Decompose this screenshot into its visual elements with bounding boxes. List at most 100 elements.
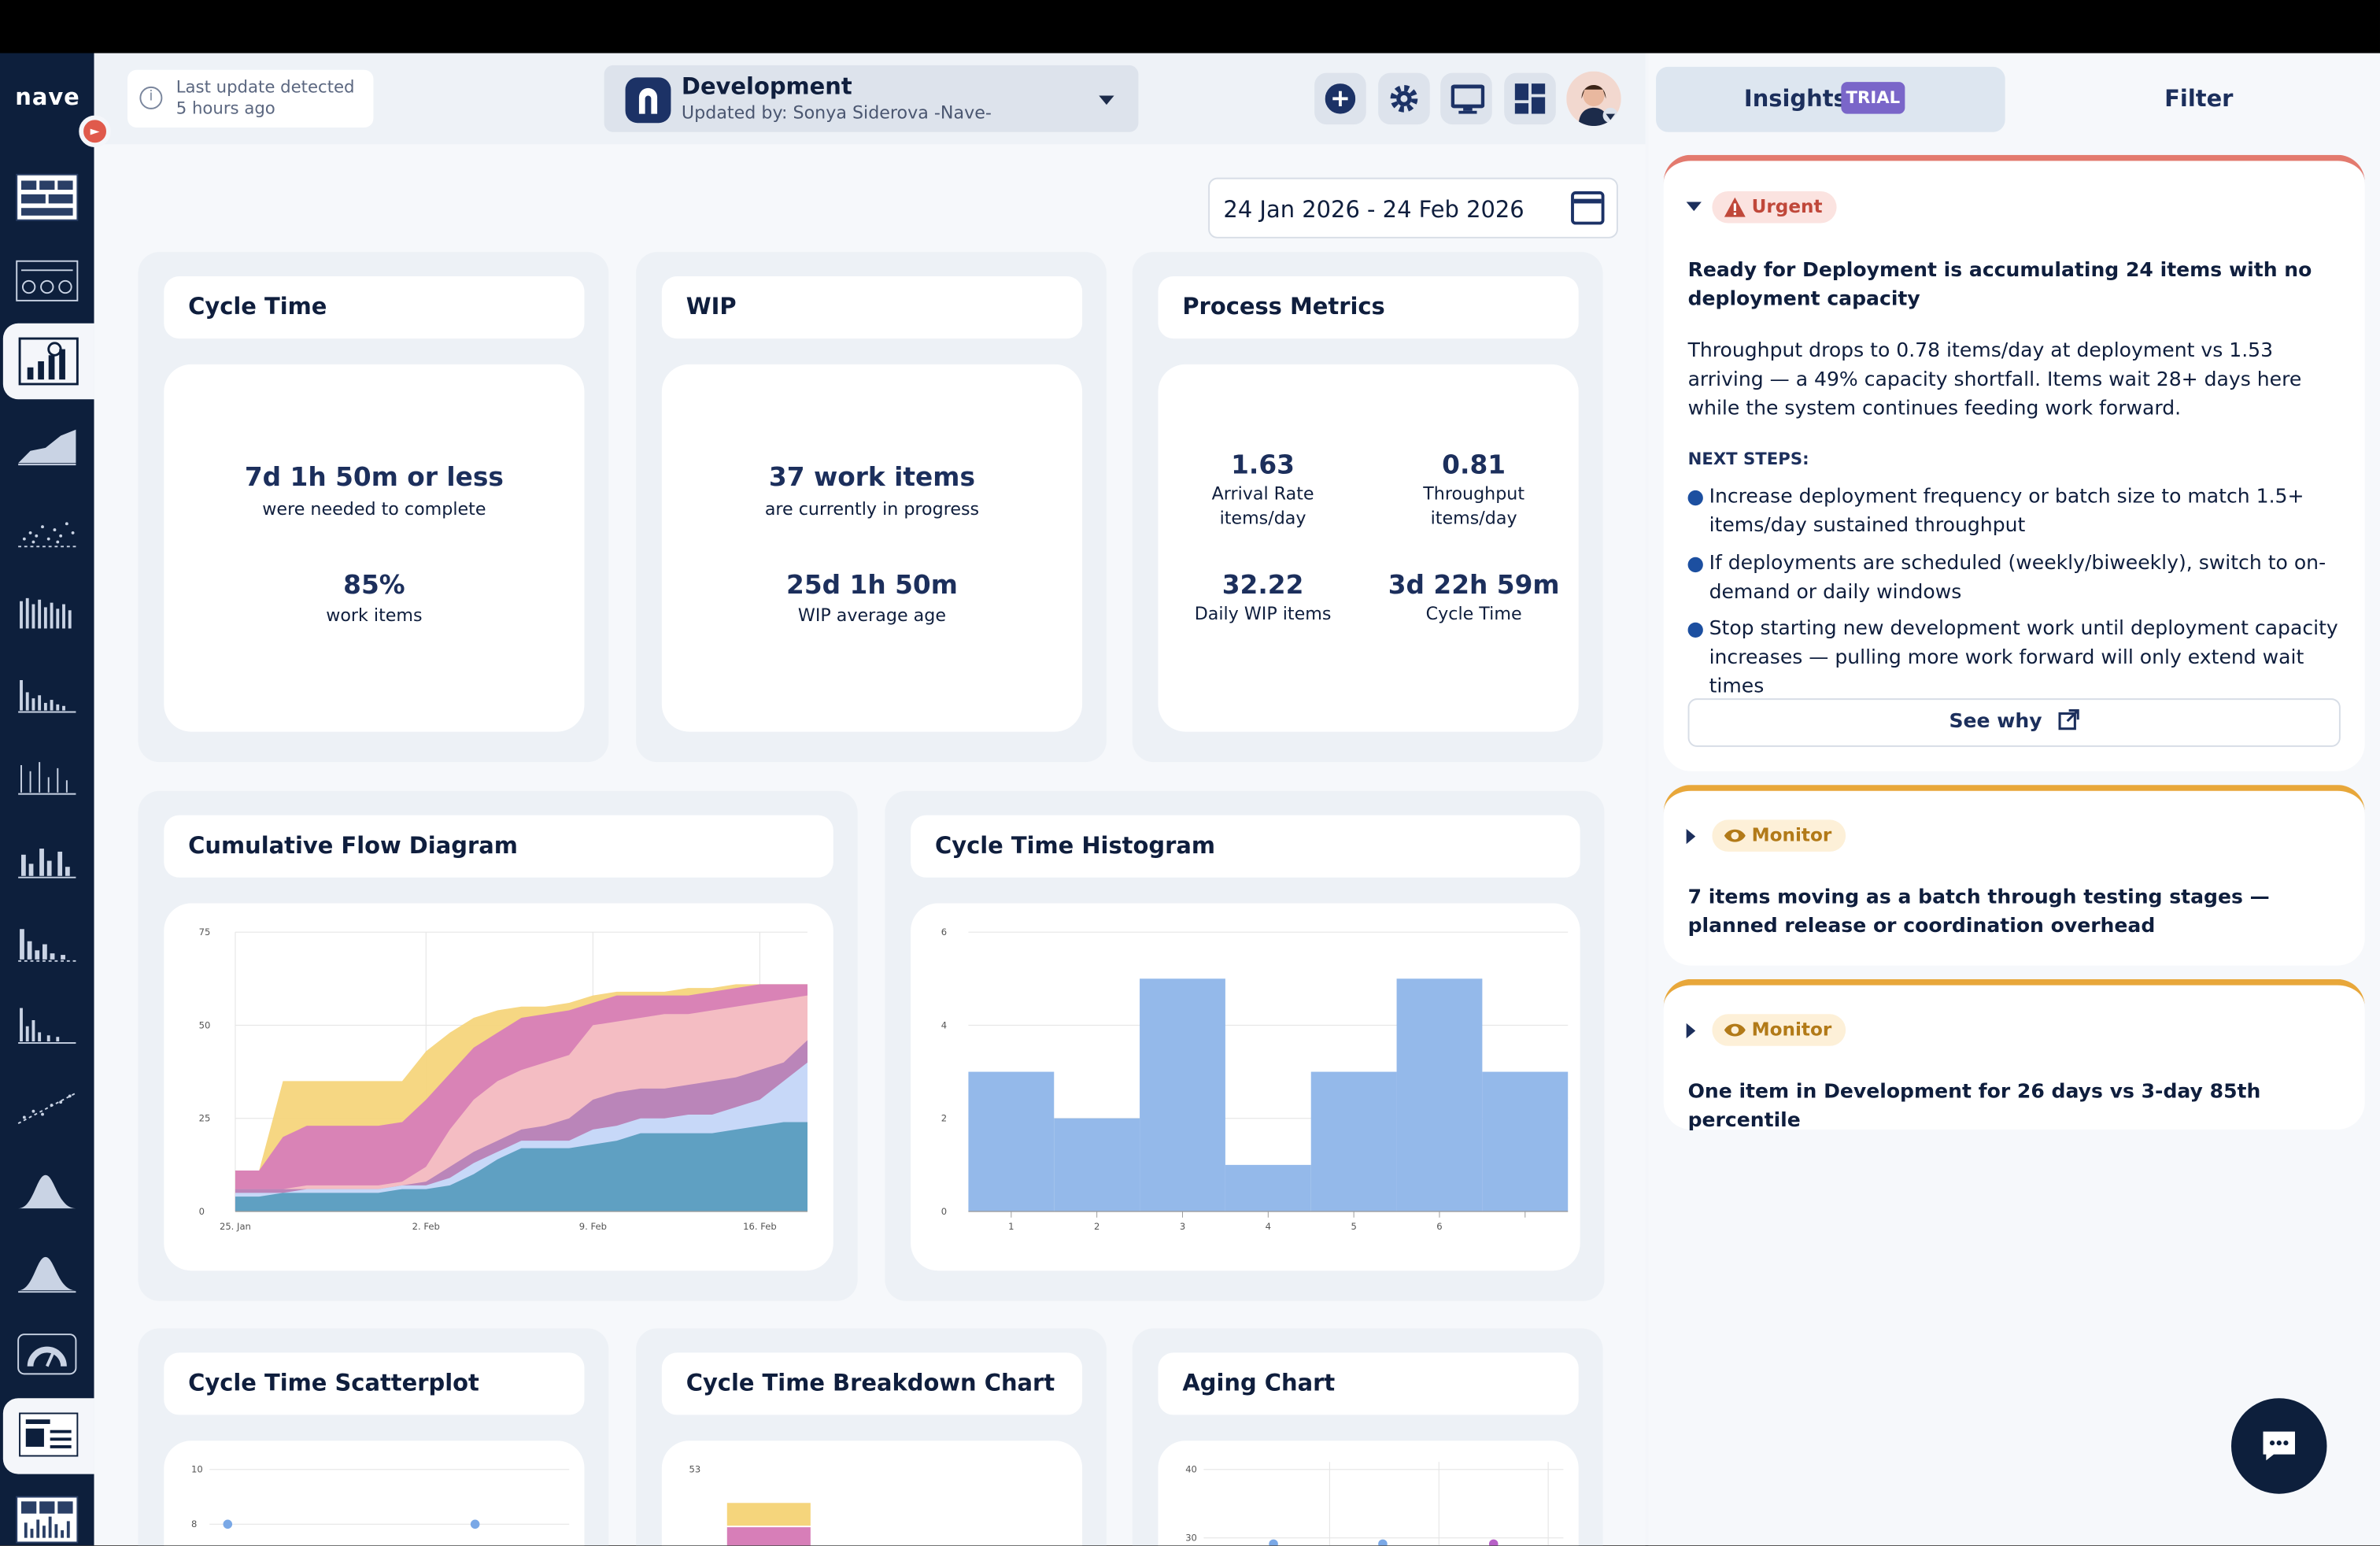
- arrival-rate-unit: items/day: [1219, 507, 1306, 529]
- sidebar-item-aging[interactable]: [0, 903, 94, 978]
- sidebar-item-dashboard[interactable]: [0, 159, 94, 235]
- sidebar-item-throughput[interactable]: [0, 572, 94, 648]
- bell-curve-2-icon: [18, 1256, 76, 1293]
- throughput-metric: 0.81 Throughput items/day: [1383, 451, 1565, 530]
- arrow-circle-icon: [1687, 557, 1703, 573]
- wip-age-icon: [18, 1008, 76, 1044]
- chat-icon: [2263, 1431, 2295, 1461]
- date-range-value: 24 Jan 2026 - 24 Feb 2026: [1223, 195, 1524, 224]
- histogram-chart[interactable]: 0 2 4 6 1 2 3 4 5 6: [911, 903, 1580, 1270]
- cycle-time-percent-label: work items: [326, 604, 423, 626]
- plus-circle-icon: [1325, 83, 1356, 114]
- avg-cycle-time-metric: 3d 22h 59m Cycle Time: [1383, 571, 1565, 625]
- settings-button[interactable]: [1378, 72, 1430, 125]
- collapse-sidebar-button[interactable]: ►: [79, 115, 111, 148]
- insight-card-monitor-2: Monitor One item in Development for 26 d…: [1663, 978, 2365, 1133]
- scatterplot-body: 10 8: [164, 1441, 585, 1546]
- expand-caret-icon[interactable]: [1686, 828, 1696, 845]
- chat-button[interactable]: [2230, 1398, 2327, 1494]
- layout-button[interactable]: [1504, 72, 1556, 125]
- histogram-y-tick-label: 2: [941, 1113, 947, 1124]
- board-logo-icon: [625, 77, 671, 124]
- info-icon: i: [139, 86, 163, 109]
- sidebar-item-gauge[interactable]: [0, 1316, 94, 1392]
- urgent-accent: [1663, 154, 2365, 186]
- board-updated-by: Updated by: Sonya Siderova -Nave-: [681, 102, 992, 124]
- see-why-label: See why: [1949, 710, 2042, 734]
- dashboard-icon: [16, 173, 79, 221]
- eye-icon: [1724, 1023, 1746, 1037]
- monitor-accent: [1663, 785, 2365, 816]
- cfd-body: 0 25 50 75 25. Jan 2. Feb 9. Feb 16. Feb: [164, 903, 833, 1271]
- sidebar-item-forecast[interactable]: [0, 1152, 94, 1228]
- bar-chart-icon: [20, 597, 72, 629]
- next-step-text: If deployments are scheduled (weekly/biw…: [1709, 552, 2326, 605]
- aging-icon: [18, 929, 76, 962]
- histogram-bar: [1054, 1118, 1140, 1211]
- histogram-x-tick-label: 2: [1094, 1221, 1099, 1232]
- histogram-y-tick-label: 4: [941, 1019, 947, 1030]
- board-selector[interactable]: Development Updated by: Sonya Siderova -…: [604, 65, 1139, 132]
- throughput-unit: items/day: [1430, 507, 1517, 529]
- aging-chart[interactable]: 40 30: [1158, 1441, 1578, 1546]
- histogram-icon: [18, 679, 76, 713]
- avg-cycle-time-label: Cycle Time: [1425, 602, 1522, 624]
- next-step-text: Increase deployment frequency or batch s…: [1709, 486, 2304, 538]
- sidebar-item-board[interactable]: [0, 243, 94, 319]
- cfd-x-tick-label: 16. Feb: [743, 1221, 777, 1232]
- sidebar-item-breakdown[interactable]: [0, 819, 94, 895]
- board-icon: [16, 260, 79, 301]
- sidebar-item-wip-age[interactable]: [0, 986, 94, 1061]
- sidebar-item-reports[interactable]: [2, 1398, 94, 1474]
- sidebar-item-distribution[interactable]: [0, 736, 94, 812]
- cfd-y-tick-label: 0: [199, 1206, 205, 1217]
- sidebar-item-scatter[interactable]: [0, 489, 94, 564]
- scatterplot-title: Cycle Time Scatterplot: [164, 1352, 585, 1415]
- collapse-caret-icon[interactable]: [1686, 202, 1702, 212]
- presentation-button[interactable]: [1440, 72, 1492, 125]
- tab-insights[interactable]: Insights TRIAL: [1656, 66, 2005, 132]
- sidebar-item-cfd[interactable]: [0, 407, 94, 483]
- cfd-chart[interactable]: 0 25 50 75 25. Jan 2. Feb 9. Feb 16. Feb: [164, 903, 833, 1270]
- scatterplot-chart[interactable]: 10 8: [164, 1441, 584, 1545]
- see-why-button[interactable]: See why: [1687, 698, 2341, 747]
- arrival-rate-label: Arrival Rate: [1211, 483, 1314, 505]
- wip-title: WIP: [661, 276, 1083, 339]
- daily-wip-value: 32.22: [1221, 571, 1304, 601]
- cycle-time-card: Cycle Time 7d 1h 50m or less were needed…: [138, 252, 609, 763]
- user-avatar[interactable]: [1566, 71, 1621, 127]
- sidebar-item-trend[interactable]: [0, 1067, 94, 1143]
- tab-filter[interactable]: Filter: [2164, 84, 2234, 113]
- urgent-badge-label: Urgent: [1751, 195, 1823, 217]
- trial-badge: TRIAL: [1841, 82, 1905, 114]
- aging-y-tick-label: 30: [1185, 1532, 1197, 1543]
- expand-caret-icon[interactable]: [1686, 1023, 1696, 1039]
- throughput-value: 0.81: [1442, 450, 1506, 482]
- sidebar-item-histogram[interactable]: [0, 654, 94, 730]
- insight-card-urgent: Urgent Ready for Deployment is accumulat…: [1663, 154, 2365, 771]
- cycle-time-body: 7d 1h 50m or less were needed to complet…: [164, 364, 585, 732]
- histogram-x-tick-label: 3: [1180, 1221, 1185, 1232]
- cfd-x-tick-label: 9. Feb: [579, 1221, 607, 1232]
- avg-cycle-time-value: 3d 22h 59m: [1388, 571, 1560, 601]
- cfd-x-tick-label: 25. Jan: [220, 1221, 251, 1232]
- calendar-icon[interactable]: [1571, 190, 1605, 225]
- add-button[interactable]: [1314, 72, 1366, 125]
- monitor-icon: [1451, 84, 1485, 114]
- aging-title: Aging Chart: [1158, 1352, 1579, 1415]
- breakdown-chart[interactable]: 53: [662, 1441, 1082, 1546]
- next-step-item: If deployments are scheduled (weekly/biw…: [1687, 549, 2344, 607]
- histogram-bar: [1225, 1164, 1311, 1211]
- date-range-picker[interactable]: 24 Jan 2026 - 24 Feb 2026: [1208, 177, 1618, 239]
- histogram-bar: [968, 1071, 1055, 1211]
- analytics-icon: [18, 337, 79, 386]
- histogram-card: Cycle Time Histogram 0 2 4 6 1 2 3 4 5 6: [885, 790, 1605, 1301]
- histogram-y-tick-label: 0: [941, 1206, 947, 1217]
- sidebar-item-kpi[interactable]: [0, 1481, 94, 1545]
- scatterplot-y-tick-label: 8: [191, 1518, 197, 1529]
- sidebar-item-analytics[interactable]: [2, 323, 94, 400]
- urgent-insight-text: Throughput drops to 0.78 items/day at de…: [1687, 339, 2302, 421]
- kpi-icon: [16, 1496, 79, 1544]
- wip-count-label: are currently in progress: [764, 497, 980, 520]
- sidebar-item-forecast-2[interactable]: [0, 1234, 94, 1310]
